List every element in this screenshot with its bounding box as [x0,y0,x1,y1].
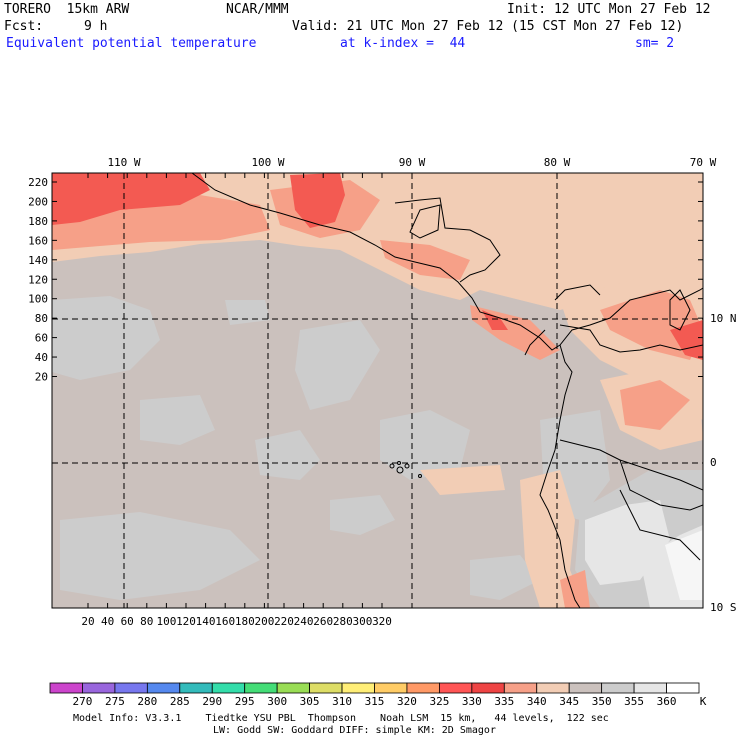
center-name: NCAR/MMM [226,2,289,17]
longitude-label: 110 W [107,156,140,169]
colorbar-swatch [82,682,116,694]
colorbar-label: 275 [105,695,125,708]
colorbar-swatch [309,682,343,694]
colorbar-label: 325 [429,695,449,708]
colorbar-label: 330 [462,695,482,708]
smoothing-info: sm= 2 [635,36,675,51]
x-tick-label: 80 [140,615,153,628]
colorbar-swatch [211,682,246,694]
y-tick-label: 100 [28,293,48,306]
x-tick-label: 160 [215,615,235,628]
colorbar-swatch [179,682,213,694]
colorbar-swatch [49,682,83,694]
colorbar-label: 285 [170,695,190,708]
latitude-label: 0 [710,456,717,469]
colorbar-swatch [471,682,505,694]
colorbar-swatch [633,682,667,694]
colorbar-label: 345 [559,695,579,708]
colorbar-swatch [244,682,278,694]
plot-frame [51,172,704,609]
x-tick-label: 200 [254,615,274,628]
colorbar-swatch [503,682,538,694]
theta-e-field [52,173,703,608]
coastlines [191,173,703,608]
forecast-label: Fcst: [4,19,44,34]
y-tick-label: 220 [28,176,48,189]
field-name: Equivalent potential temperature [6,36,257,51]
x-tick-label: 220 [274,615,294,628]
y-tick-label: 120 [28,273,48,286]
y-tick-label: 40 [35,351,48,364]
y-tick-label: 140 [28,254,48,267]
longitude-label: 100 W [251,156,284,169]
colorbar-label: 350 [592,695,612,708]
longitude-label: 90 W [399,156,426,169]
colorbar-label: 270 [73,695,93,708]
level-info: at k-index = 44 [340,36,466,51]
model-name: TORERO 15km ARW [4,2,130,17]
colorbar-label: 310 [332,695,352,708]
y-tick-label: 80 [35,312,48,325]
colorbar-label: 340 [527,695,547,708]
colorbar-swatch [146,682,181,694]
x-tick-label: 40 [101,615,114,628]
colorbar-label: 320 [397,695,417,708]
colorbar-swatch [536,682,570,694]
colorbar-swatch [341,682,375,694]
x-tick-label: 320 [372,615,392,628]
colorbar-label: 355 [624,695,644,708]
colorbar-swatch [406,682,440,694]
colorbar-label: 290 [202,695,222,708]
colorbar-swatch [601,682,635,694]
y-tick-label: 20 [35,371,48,384]
x-tick-label: 20 [81,615,94,628]
forecast-hour: 9 h [84,19,108,34]
x-tick-label: 300 [352,615,372,628]
colorbar-label: 315 [365,695,385,708]
init-time: Init: 12 UTC Mon 27 Feb 12 [507,2,711,17]
colorbar-swatch [568,682,603,694]
longitude-label: 80 W [544,156,571,169]
colorbar-swatch [374,682,408,694]
x-tick-label: 240 [294,615,314,628]
lat-lon-grid [52,173,703,608]
y-tick-label: 200 [28,195,48,208]
latitude-label: 10 S [710,601,737,614]
x-tick-label: 140 [196,615,216,628]
colorbar-swatch [114,682,148,694]
model-info-line1: Model Info: V3.3.1 Tiedtke YSU PBL Thomp… [73,713,609,724]
colorbar-label: 335 [494,695,514,708]
colorbar-label: 280 [137,695,157,708]
x-tick-label: 100 [156,615,176,628]
y-tick-label: 180 [28,215,48,228]
model-info-line2: LW: Godd SW: Goddard DIFF: simple KM: 2D… [213,725,496,736]
x-tick-label: 60 [121,615,134,628]
x-tick-label: 120 [176,615,196,628]
colorbar-label: 295 [235,695,255,708]
x-tick-label: 180 [235,615,255,628]
valid-time: Valid: 21 UTC Mon 27 Feb 12 (15 CST Mon … [292,19,684,34]
y-tick-label: 160 [28,234,48,247]
colorbar-label: 300 [267,695,287,708]
x-tick-label: 280 [333,615,353,628]
x-tick-label: 260 [313,615,333,628]
colorbar-unit: K [700,695,707,708]
latitude-label: 10 N [710,312,737,325]
colorbar-label: 360 [657,695,677,708]
galapagos-islands [389,461,422,478]
longitude-label: 70 W [690,156,717,169]
colorbar-swatch [666,682,700,694]
y-tick-label: 60 [35,332,48,345]
colorbar-label: 305 [300,695,320,708]
colorbar-swatch [276,682,310,694]
colorbar-swatch [438,682,473,694]
